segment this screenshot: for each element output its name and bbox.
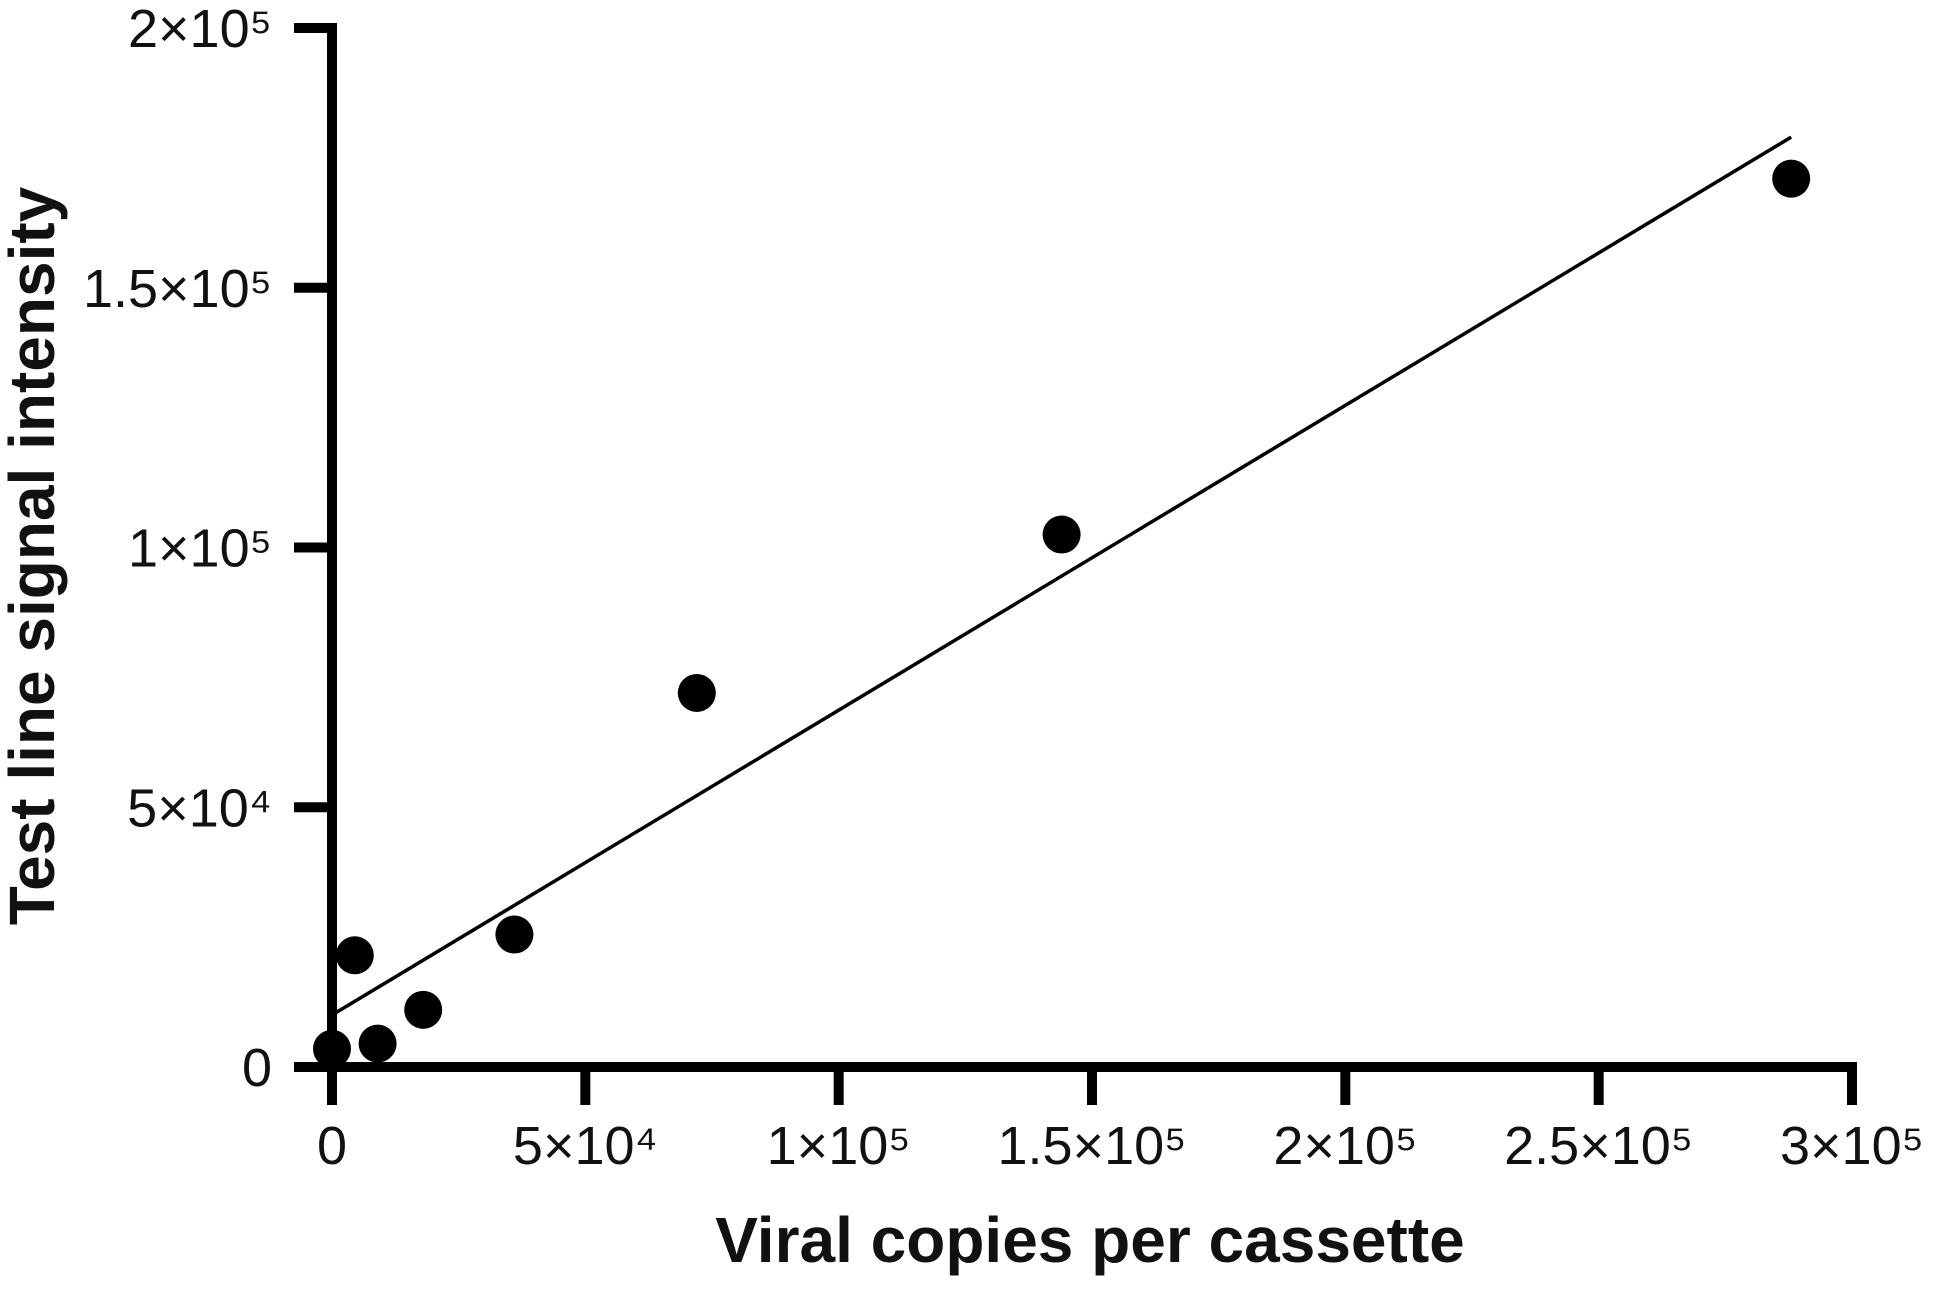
- x-tick-label: 5×10⁴: [513, 1116, 658, 1176]
- x-tick-label: 0: [317, 1116, 347, 1176]
- y-tick-label: 0: [242, 1038, 272, 1098]
- data-point: [1772, 159, 1811, 198]
- y-tick-label: 2×10⁵: [128, 0, 272, 59]
- data-point: [677, 673, 716, 712]
- y-tick-label: 1×10⁵: [128, 519, 272, 579]
- x-tick-label: 1.5×10⁵: [997, 1116, 1186, 1176]
- x-tick-label: 2×10⁵: [1273, 1116, 1417, 1176]
- x-tick-label: 1×10⁵: [767, 1116, 911, 1176]
- x-tick-label: 3×10⁵: [1780, 1116, 1924, 1176]
- data-point: [404, 990, 443, 1029]
- data-points: [313, 159, 1811, 1068]
- data-point: [358, 1024, 397, 1063]
- x-tick-label: 2.5×10⁵: [1504, 1116, 1693, 1176]
- y-axis: 0 5×10⁴ 1×10⁵ 1.5×10⁵ 2×10⁵: [83, 0, 337, 1098]
- regression-line-group: [331, 135, 1793, 1017]
- x-axis: 0 5×10⁴ 1×10⁵ 1.5×10⁵ 2×10⁵ 2.5×10⁵ 3×10⁵: [317, 1062, 1924, 1176]
- y-tick-label: 5×10⁴: [127, 778, 272, 838]
- y-tick-label: 1.5×10⁵: [83, 259, 272, 319]
- data-point: [335, 936, 374, 975]
- data-point: [313, 1029, 351, 1068]
- y-axis-title: Test line signal intensity: [0, 186, 68, 925]
- x-axis-title: Viral copies per cassette: [715, 1204, 1464, 1276]
- data-point: [495, 915, 534, 954]
- regression-line: [331, 135, 1793, 1017]
- data-point: [1042, 515, 1081, 554]
